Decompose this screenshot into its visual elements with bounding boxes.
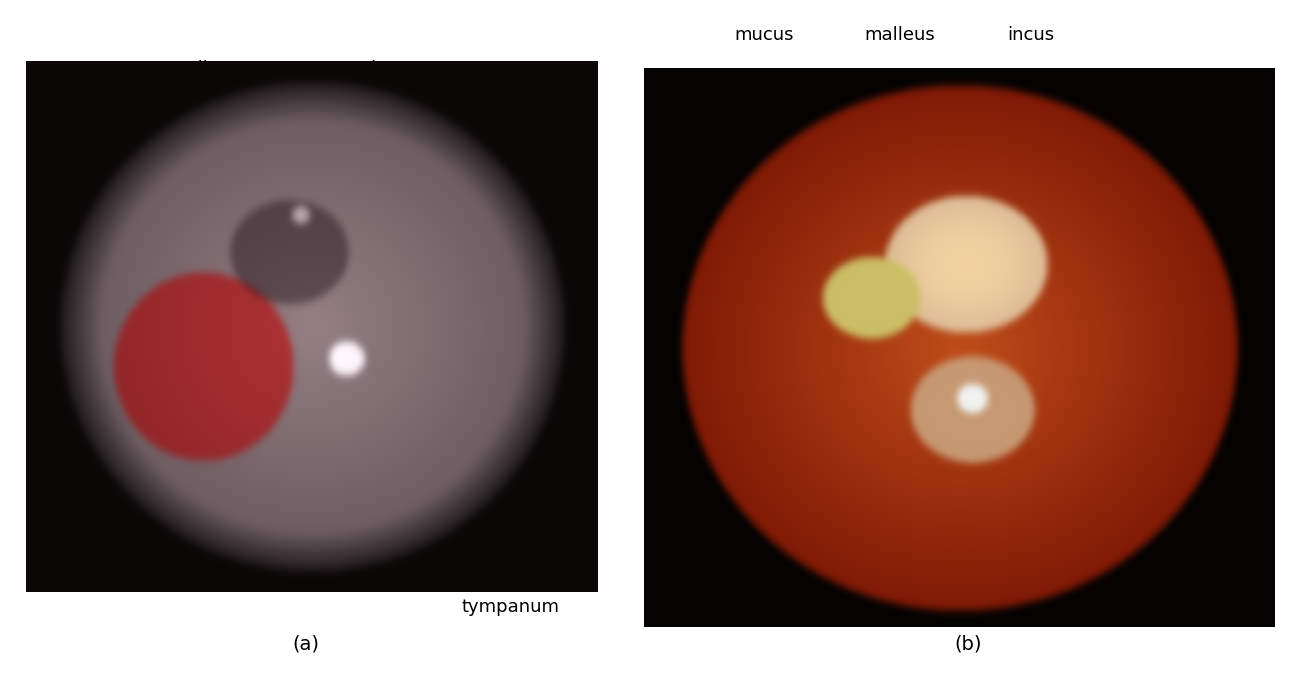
- Text: incus: incus: [1008, 27, 1054, 44]
- Text: tympanum: tympanum: [462, 599, 559, 616]
- Text: incus: incus: [370, 61, 417, 78]
- Text: malleus: malleus: [169, 61, 239, 78]
- Text: torn membrane: torn membrane: [666, 599, 806, 616]
- Text: malleus: malleus: [864, 27, 935, 44]
- Text: (a): (a): [292, 635, 318, 654]
- Text: mucus: mucus: [734, 27, 794, 44]
- Text: (b): (b): [954, 635, 983, 654]
